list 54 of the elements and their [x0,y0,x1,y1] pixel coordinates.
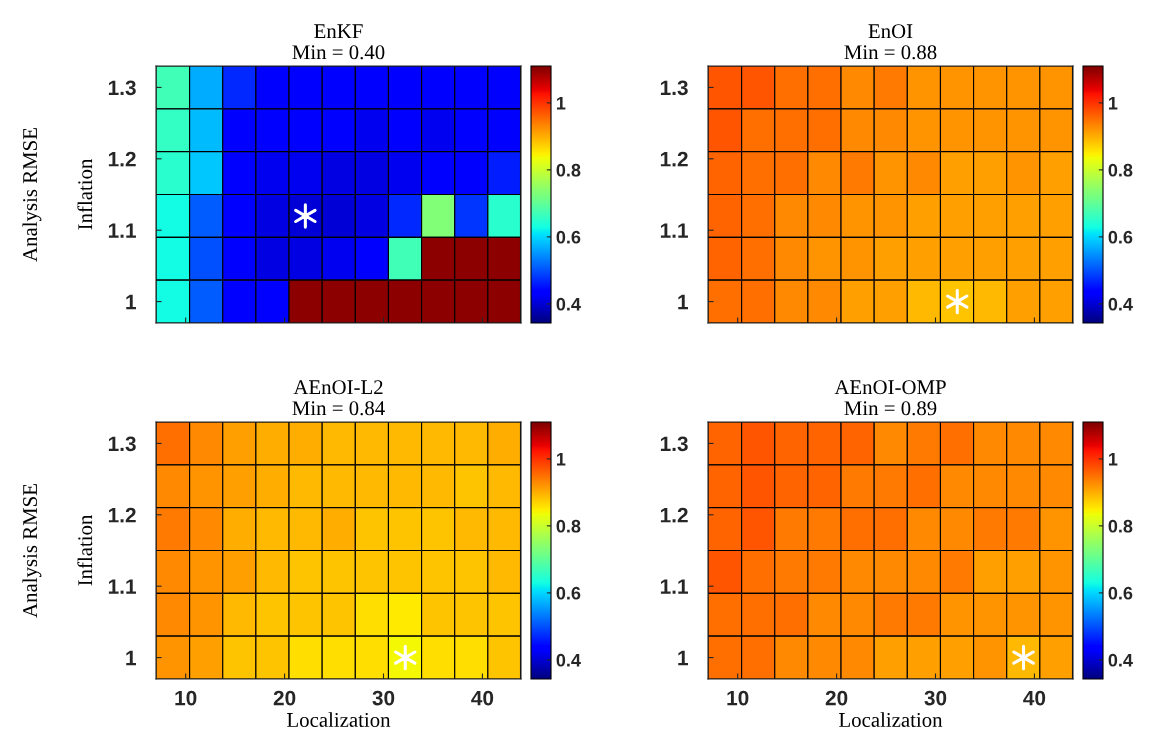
y-tick-label: 1.2 [108,507,136,523]
y-axis-title: Inflation [77,514,93,586]
color-bar-label: 1 [557,96,566,110]
color-bar-label: 0.8 [556,163,581,177]
text: Analysis RMSE [22,128,42,262]
x-axis-title: Localization [839,712,943,727]
color-bar-label: 0.4 [1108,653,1133,667]
color-bar-label: 1 [557,452,566,466]
x-tick-label: 30 [924,690,947,706]
y-tick-label: 1.3 [108,436,136,452]
color-bar-label: 0.8 [1108,519,1133,533]
chart-title: EnKF [314,24,363,38]
x-tick-label: 10 [175,690,197,706]
y-tick-label: 1 [126,294,136,310]
color-bar-label: 0.4 [556,653,581,667]
chart-subtitle: Min = 0.84 [292,401,385,416]
chart-subtitle: Min = 0.89 [844,401,937,416]
color-bar-label: 0.6 [1108,230,1133,244]
x-tick-label: 40 [1023,690,1046,706]
text: Analysis RMSE [22,484,42,618]
chart-title: AEnOI-OMP [834,380,946,395]
chart-subtitle: Min = 0.40 [292,45,385,60]
y-tick-label: 1 [678,294,688,310]
x-tick-label: 20 [825,690,848,706]
color-bar-label: 0.4 [556,297,581,311]
x-tick-label: 20 [273,690,296,706]
y-tick-label: 1.1 [108,579,136,594]
y-tick-label: 1.2 [660,507,688,523]
y-tick-label: 1.3 [108,80,136,96]
y-tick-label: 1.3 [660,436,688,452]
chart-title: AEnOI-L2 [293,380,383,395]
y-tick-label: 1.3 [660,80,688,96]
x-tick-label: 10 [727,690,749,706]
y-tick-label: 1 [126,650,136,666]
color-bar-label: 0.4 [1108,297,1133,311]
chart-subtitle: Min = 0.88 [844,45,937,60]
x-axis-title: Localization [287,712,391,727]
y-axis-title: Inflation [77,158,93,230]
color-bar-label: 0.6 [1108,586,1133,600]
y-tick-label: 1.1 [108,223,136,238]
x-tick-label: 30 [372,690,395,706]
y-tick-label: 1.2 [660,151,688,167]
chart-title: EnOI [868,24,913,39]
x-tick-label: 40 [471,690,494,706]
y-tick-label: 1.2 [108,151,136,167]
color-bar-label: 1 [1109,452,1118,466]
y-tick-label: 1.1 [660,223,688,238]
color-bar-label: 0.8 [556,519,581,533]
color-bar-label: 1 [1109,96,1118,110]
y-tick-label: 1 [678,650,688,666]
color-bar-label: 0.6 [556,586,581,600]
color-bar-label: 0.8 [1108,163,1133,177]
color-bar-label: 0.6 [556,230,581,244]
y-tick-label: 1.1 [660,579,688,594]
